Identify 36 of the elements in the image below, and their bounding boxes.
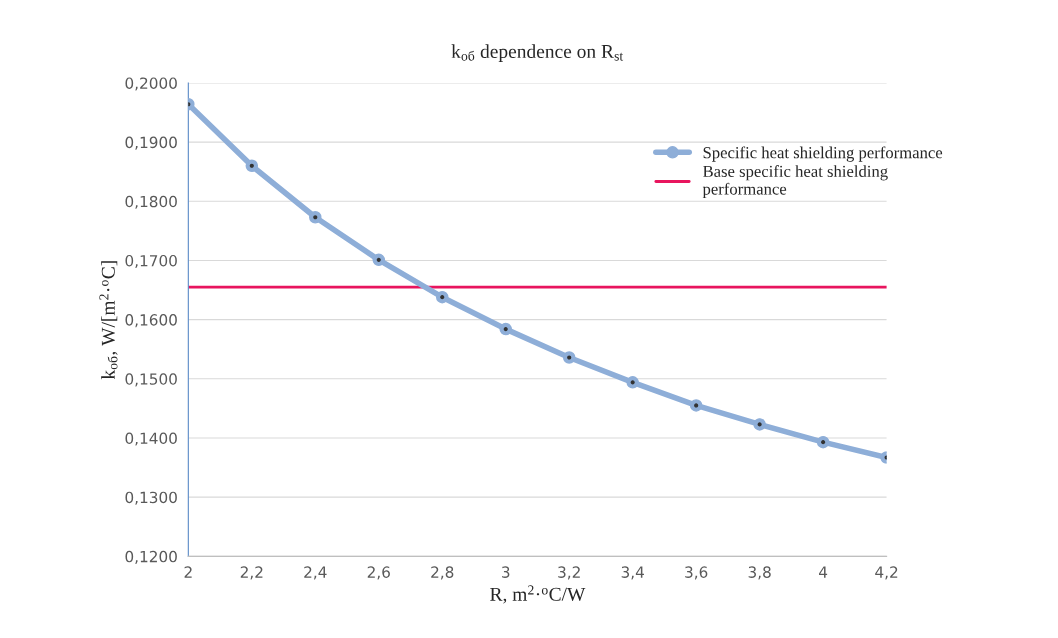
chart-title: k$_{об}$ dependence on R$_{st}$: [451, 44, 624, 62]
y-tick-label: 0,1700: [125, 254, 177, 269]
legend-label: Base specific heat shielding performance: [702, 165, 888, 199]
y-axis-title: k$_{об}$, W/[m$^{2}$·$^{o}$C]: [99, 261, 118, 380]
x-tick-label: 3: [502, 566, 510, 578]
y-tick-label: 0,2000: [125, 77, 177, 91]
point: [499, 322, 512, 336]
x-tick-label: 3,8: [748, 566, 771, 580]
x-tick-label: 2: [184, 566, 192, 578]
y-tick-label: 0,1200: [125, 550, 177, 564]
x-tick-label: 4: [819, 566, 828, 578]
point: [689, 399, 703, 412]
x-tick-label: 3,6: [685, 566, 708, 580]
y-tick-label: 0,1400: [125, 432, 177, 446]
y-tick-label: 0,1300: [125, 491, 177, 505]
point: [626, 376, 639, 389]
y-tick-label: 0,1600: [125, 314, 177, 328]
point: [562, 351, 576, 364]
point: [372, 253, 386, 267]
x-tick-label: 2,8: [431, 566, 454, 580]
y-tick-label: 0,1800: [125, 195, 177, 209]
point: [753, 418, 766, 431]
legend-label: Specific heat shielding performance: [703, 146, 943, 162]
point: [435, 290, 449, 304]
x-tick-label: 2,4: [304, 566, 327, 580]
point: [245, 159, 259, 173]
y-tick-label: 0,1500: [125, 373, 177, 387]
x-tick-label: 4,2: [875, 566, 898, 580]
x-tick-label: 3,2: [558, 566, 580, 580]
y-tick-label: 0,1900: [125, 136, 177, 150]
point: [309, 211, 322, 224]
x-tick-label: 2,2: [240, 566, 263, 580]
x-axis-title: R, m$^{2}$·$^{o}$C/W: [490, 585, 586, 604]
x-tick-label: 3,4: [621, 566, 644, 580]
x-tick-label: 2,6: [367, 566, 390, 580]
point: [816, 435, 830, 449]
